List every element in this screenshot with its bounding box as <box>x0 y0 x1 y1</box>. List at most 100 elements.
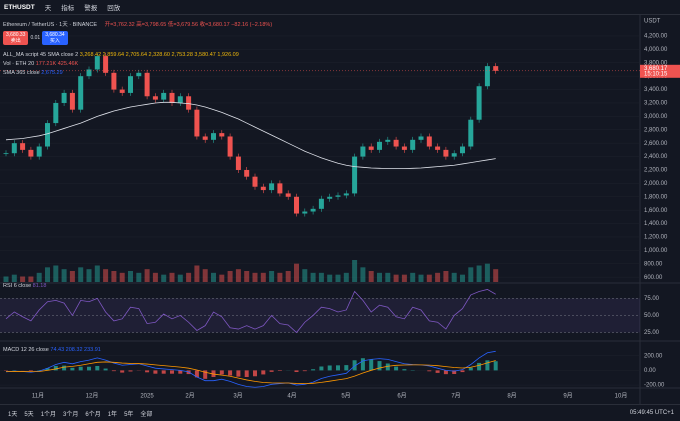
volume-bar <box>269 271 275 282</box>
ohlc: 开=3,762.32 高=3,798.65 低=3,679.56 收=3,680… <box>104 22 273 28</box>
x-tick-label: 9月 <box>563 393 572 400</box>
x-tick-label: 7月 <box>451 393 460 400</box>
indicator-values: 177.21K 425.46K <box>35 61 79 67</box>
histogram-bar <box>277 370 282 371</box>
volume-bar <box>418 274 424 282</box>
volume-bar <box>119 272 125 282</box>
volume-bar <box>285 271 291 282</box>
volume-bar <box>194 265 200 282</box>
indicators-button[interactable]: 指标 <box>61 5 75 12</box>
histogram-bar <box>194 370 199 378</box>
volume-bar <box>468 267 474 282</box>
histogram-bar <box>336 365 340 371</box>
histogram-bar <box>261 370 266 375</box>
price-axis-bg <box>640 15 680 404</box>
buy-button[interactable]: 3,680.34 买入 <box>42 31 68 45</box>
rsi-line <box>5 289 496 334</box>
volume-bar <box>352 260 358 282</box>
indicator-legend: ALL_MA script 45 SMA close 2 3,268.42 2,… <box>3 52 239 58</box>
symbol[interactable]: ETHUSDT <box>4 3 35 11</box>
volume-bar <box>435 272 441 282</box>
interval[interactable]: 天 <box>44 5 52 12</box>
candle <box>36 146 42 157</box>
histogram-bar <box>228 370 233 376</box>
macd-legend: MACD 12 26 close 74.43 208.32 233.91 <box>3 347 101 353</box>
y-tick-label: 2,600.00 <box>644 141 668 147</box>
candle <box>78 76 84 110</box>
histogram-bar <box>427 370 432 372</box>
histogram-bar <box>236 370 241 377</box>
histogram-bar <box>352 360 357 371</box>
replay-button[interactable]: 回放 <box>107 5 121 12</box>
rsi-value: 81.18 <box>32 283 47 289</box>
histogram-bar <box>87 366 91 371</box>
candle <box>368 146 374 150</box>
indicator-values: 3,268.42 2,859.64 2,705.64 2,328.60 2,75… <box>79 52 239 58</box>
indicator-values: 2,675.29 <box>41 70 63 76</box>
y-tick-label: 3,000.00 <box>644 114 668 120</box>
y-tick-label: 1,000.00 <box>644 248 668 254</box>
trade-buttons: 3,680.33 卖出 0.01 3,680.34 买入 <box>3 31 68 45</box>
histogram-bar <box>385 363 390 371</box>
legend-title: Ethereum / TetherUS · 1天 · BINANCE <box>3 22 98 28</box>
volume-bar <box>186 272 192 282</box>
range-button[interactable]: 1天 <box>8 411 18 418</box>
volume-bar <box>69 271 75 282</box>
candle <box>310 208 316 212</box>
volume-bar <box>426 274 432 282</box>
candle <box>460 146 465 154</box>
range-button[interactable]: 全部 <box>140 411 153 418</box>
volume-bar <box>484 263 490 282</box>
y-tick-label: 1,800.00 <box>644 194 668 200</box>
histogram-bar <box>170 370 174 374</box>
range-button[interactable]: 5天 <box>24 411 34 418</box>
indicator-name: ALL_MA script 45 SMA close 2 <box>3 52 79 58</box>
candle <box>3 153 9 155</box>
range-button[interactable]: 6个月 <box>85 411 101 418</box>
range-button[interactable]: 1年 <box>107 411 118 418</box>
range-button[interactable]: 1个月 <box>40 411 57 418</box>
volume-bar <box>410 272 416 282</box>
y-tick-label: 200.00 <box>644 353 663 359</box>
candle <box>244 169 250 177</box>
candle <box>119 89 125 93</box>
volume-bar <box>393 274 399 282</box>
candle <box>194 109 200 137</box>
candle <box>235 156 241 170</box>
volume-bar <box>219 274 225 282</box>
candle <box>435 146 441 150</box>
sell-price: 3,680.33 <box>6 32 26 38</box>
volume-bar <box>94 265 100 282</box>
histogram-bar <box>477 362 482 371</box>
histogram-bar <box>111 370 116 372</box>
bottom-bar: 1天 5天 1个月 3个月 6个月 1年 5年 全部 05:49:45 UTC+1 <box>0 404 680 421</box>
histogram-bar <box>294 370 299 373</box>
y-tick-label: 1,400.00 <box>644 221 668 227</box>
candle <box>360 146 366 157</box>
volume-bar <box>318 272 324 282</box>
y-tick-label: -200.00 <box>644 383 665 389</box>
x-tick-label: 10月 <box>615 393 628 400</box>
sma-line <box>5 101 496 170</box>
range-button[interactable]: 3个月 <box>63 411 79 418</box>
sell-label: 卖出 <box>10 38 21 44</box>
x-tick-label: 4月 <box>287 393 296 400</box>
histogram-bar <box>452 370 457 374</box>
volume-bar <box>169 272 175 282</box>
candle <box>61 92 67 103</box>
indicator-name: SMA 365 close <box>3 70 40 76</box>
sell-button[interactable]: 3,680.33 卖出 <box>3 31 29 45</box>
candle <box>152 96 158 100</box>
countdown: 15:10:15 <box>644 71 668 77</box>
range-button[interactable]: 5年 <box>124 411 134 418</box>
x-tick-label: 11月 <box>32 393 44 400</box>
volume-bar <box>493 269 499 282</box>
y-tick-label: 3,800.00 <box>644 60 668 66</box>
volume-bar <box>401 274 407 282</box>
macd-values: 74.43 208.32 233.91 <box>50 347 101 353</box>
volume-bar <box>111 271 117 282</box>
alert-button[interactable]: 警报 <box>84 5 98 12</box>
x-tick-label: 5月 <box>341 393 350 400</box>
quantity: 0.01 <box>30 35 41 41</box>
